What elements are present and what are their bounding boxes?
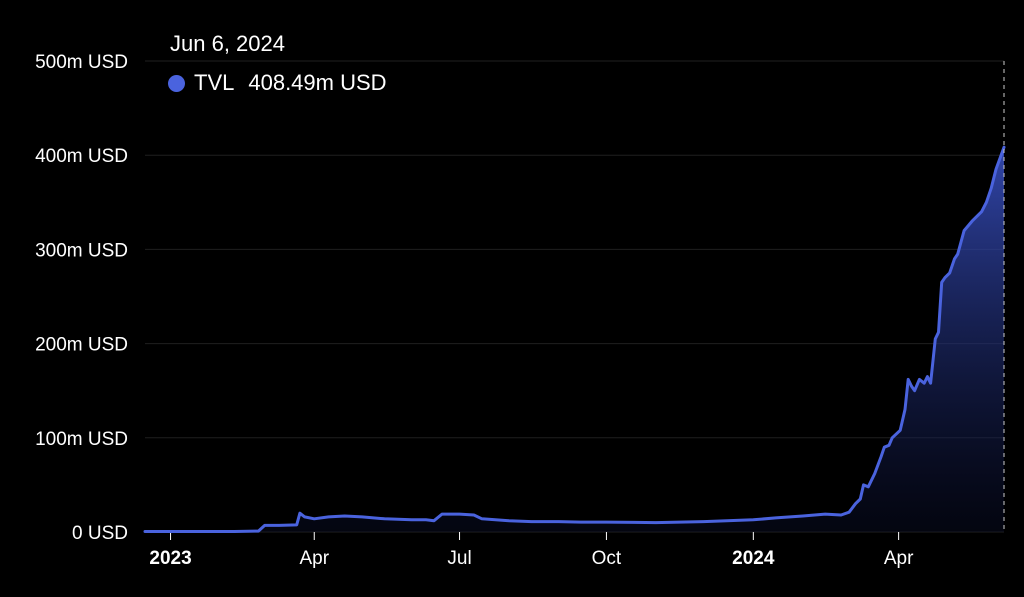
grid-layer	[145, 60, 1004, 533]
y-tick-label: 0 USD	[72, 523, 128, 544]
x-tick-label: 2023	[149, 548, 191, 569]
x-tick-label: Apr	[299, 548, 329, 569]
x-tick-label: Jul	[447, 548, 471, 569]
x-tick-label: 2024	[732, 548, 775, 569]
x-axis: 2023 Apr Jul Oct 2024 Apr	[149, 532, 914, 569]
tooltip-series-value: 408.49m USD	[248, 70, 387, 95]
y-tick-label: 300m USD	[35, 240, 128, 261]
y-tick-label: 100m USD	[35, 429, 128, 450]
tooltip-series-row: TVL 408.49m USD	[168, 70, 387, 96]
y-axis: 0 USD 100m USD 200m USD 300m USD 400m USD 500…	[35, 52, 128, 544]
tooltip-date: Jun 6, 2024	[170, 31, 285, 56]
tvl-area-fill	[145, 147, 1004, 532]
x-tick-label: Oct	[592, 548, 622, 569]
tooltip-series-name: TVL	[194, 70, 235, 95]
y-tick-label: 200m USD	[35, 335, 128, 356]
y-tick-label: 500m USD	[35, 52, 128, 73]
x-tick-label: Apr	[884, 548, 914, 569]
circle-dot-icon	[168, 74, 185, 92]
tvl-series-line	[143, 145, 1006, 533]
y-tick-label: 400m USD	[35, 146, 128, 167]
